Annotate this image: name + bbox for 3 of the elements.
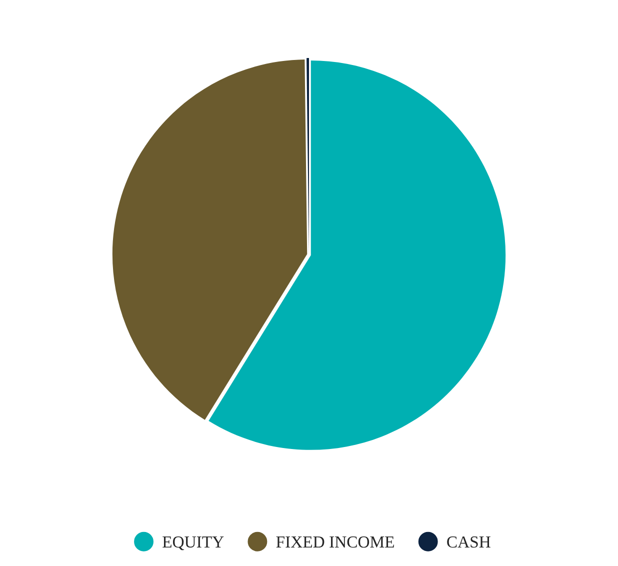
legend-label: CASH bbox=[447, 536, 490, 548]
legend-label: EQUITY bbox=[162, 536, 224, 550]
legend-label: FIXED INCOME bbox=[276, 536, 394, 548]
